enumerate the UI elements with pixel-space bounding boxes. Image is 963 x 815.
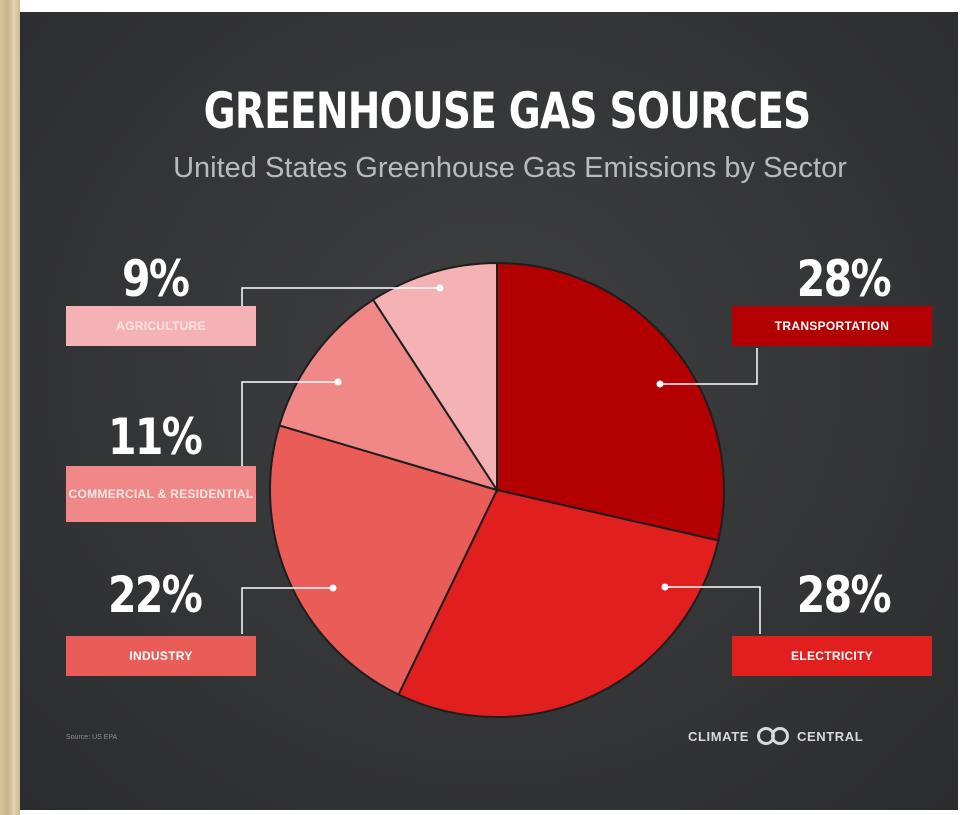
pie-slice-agriculture <box>371 261 498 494</box>
pie-slice-electricity <box>397 488 720 718</box>
climate-central-logo: CLIMATE CENTRAL <box>688 726 863 746</box>
pie-slice-commercial-residential <box>278 298 500 492</box>
pie-slice-industry <box>269 424 499 696</box>
leader-line-industry <box>241 587 333 634</box>
leader-line-transportation <box>660 348 758 385</box>
chart-subtitle: United States Greenhouse Gas Emissions b… <box>173 152 847 184</box>
label-commercial-residential: COMMERCIAL & RESIDENTIAL <box>66 466 256 522</box>
label-industry: INDUSTRY <box>66 636 256 676</box>
leader-dot-electricity <box>661 583 669 591</box>
leader-dot-transportation <box>656 380 664 388</box>
linked-rings-icon <box>757 727 790 745</box>
label-transportation: TRANSPORTATION <box>732 306 932 346</box>
source-note: Source: US EPA <box>66 734 118 741</box>
chart-title: GREENHOUSE GAS SOURCES <box>203 82 812 140</box>
pct-industry: 22% <box>108 566 203 624</box>
leader-line-commercial-residential <box>241 381 338 466</box>
brand-left-text: CLIMATE <box>688 728 750 744</box>
wood-edge <box>0 0 20 815</box>
leader-dot-industry <box>329 584 337 592</box>
leader-line-agriculture <box>241 287 440 306</box>
pct-agriculture: 9% <box>122 250 190 308</box>
leader-dot-agriculture <box>436 284 444 292</box>
leader-dot-commercial-residential <box>334 378 342 386</box>
label-electricity: ELECTRICITY <box>732 636 932 676</box>
leader-line-electricity <box>665 586 761 634</box>
pie-slice-transportation <box>496 261 725 542</box>
brand-right-text: CENTRAL <box>797 728 864 744</box>
pct-transportation: 28% <box>796 250 892 308</box>
label-agriculture: AGRICULTURE <box>66 306 256 346</box>
pct-electricity: 28% <box>796 566 892 624</box>
pct-commercial-residential: 11% <box>108 408 203 466</box>
